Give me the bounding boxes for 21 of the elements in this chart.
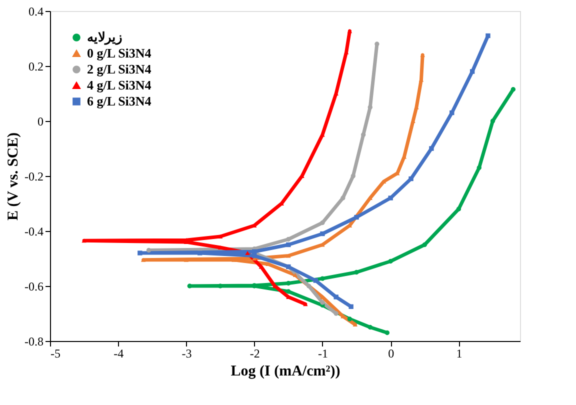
legend-label: زیرلایه xyxy=(87,30,122,46)
y-tick-label: -0.2 xyxy=(24,170,44,184)
x-tick-label: -5 xyxy=(50,346,60,360)
legend-label: 4 g/L Si3N4 xyxy=(87,78,152,92)
legend-label: 2 g/L Si3N4 xyxy=(87,62,152,76)
x-axis-title: Log (I (mA/cm²)) xyxy=(230,364,340,380)
x-tick-label: -1 xyxy=(318,346,328,360)
x-tick-label: 0 xyxy=(388,346,394,360)
y-tick-label: -0.6 xyxy=(24,280,44,294)
y-tick-label: 0 xyxy=(38,114,44,128)
x-tick-label: -3 xyxy=(182,346,192,360)
legend-label: 6 g/L Si3N4 xyxy=(87,94,152,108)
x-tick-label: -2 xyxy=(250,346,260,360)
x-tick-label: -4 xyxy=(114,346,124,360)
y-axis-title: E (V vs. SCE) xyxy=(6,132,22,221)
y-tick-label: -0.8 xyxy=(24,334,44,348)
y-tick-label: -0.4 xyxy=(24,224,44,238)
y-tick-label: 0.4 xyxy=(28,4,44,18)
x-tick-label: 1 xyxy=(456,346,462,360)
legend-label: 0 g/L Si3N4 xyxy=(87,46,152,60)
y-tick-label: 0.2 xyxy=(28,60,44,74)
